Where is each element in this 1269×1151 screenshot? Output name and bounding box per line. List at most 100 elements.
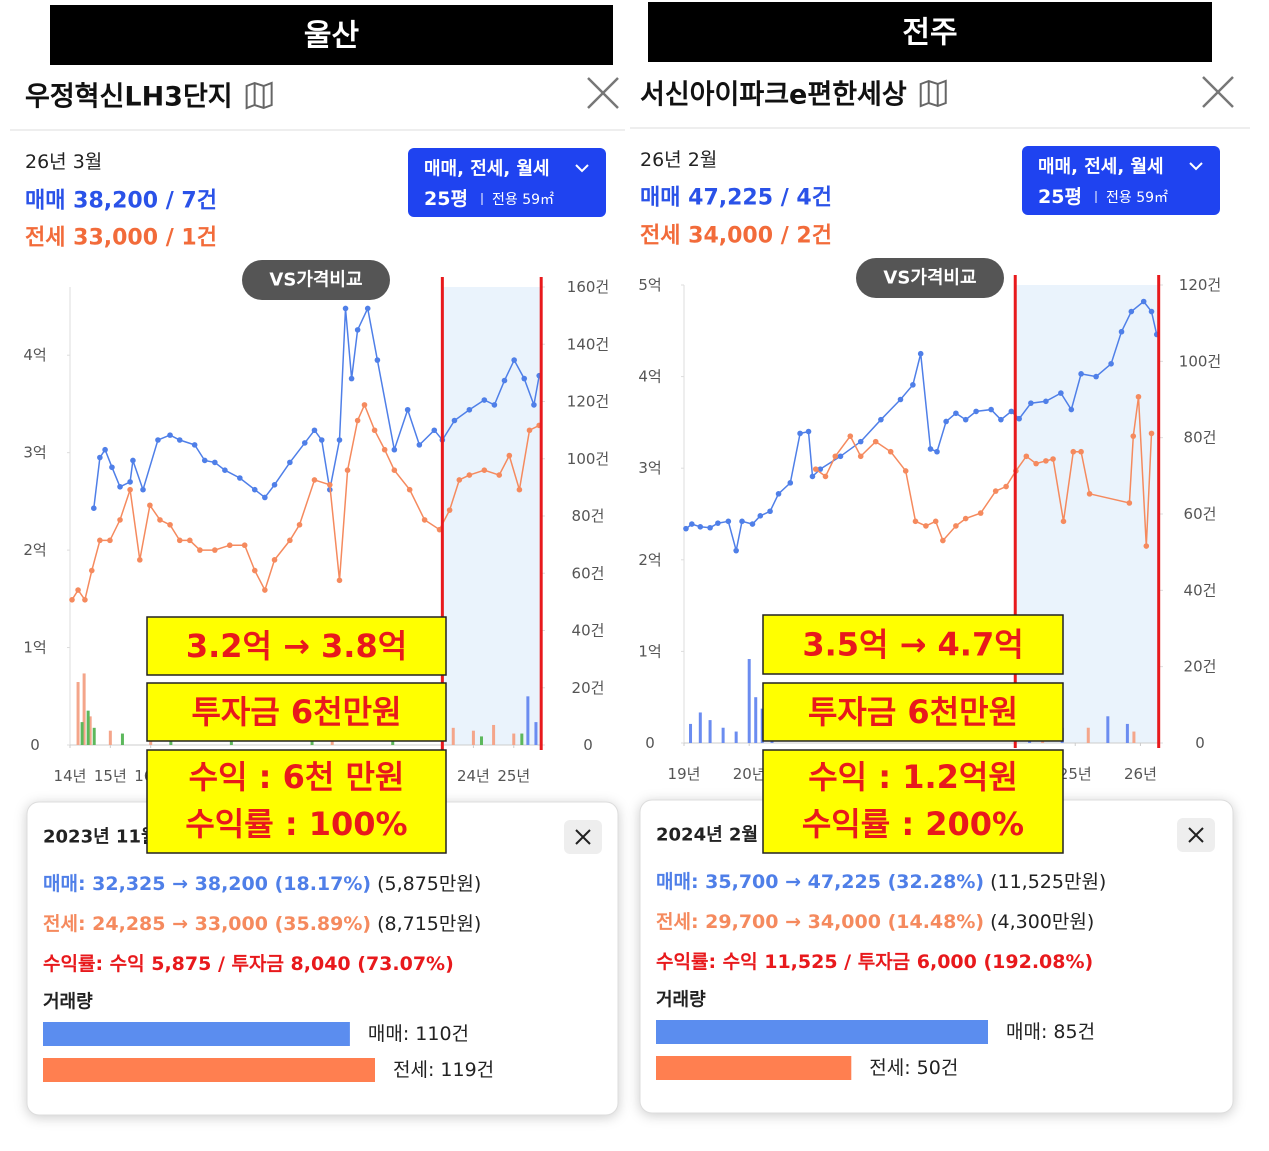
- price-dot: [446, 507, 453, 513]
- price-dot: [91, 505, 97, 512]
- price-dot: [167, 432, 173, 438]
- y2-tick-label: 0: [1195, 734, 1205, 752]
- price-dot: [371, 427, 378, 434]
- price-dot: [176, 537, 183, 544]
- price-dot: [872, 438, 879, 445]
- price-dot: [262, 587, 268, 593]
- price-dot: [506, 452, 513, 459]
- volume-bar: [88, 716, 92, 745]
- popup-volume-bar: [656, 1056, 852, 1080]
- price-dot: [992, 488, 999, 494]
- price-dot: [88, 567, 95, 574]
- popup-close-icon[interactable]: [575, 829, 591, 845]
- y2-tick-label: 100건: [1179, 352, 1221, 370]
- compare-button[interactable]: [856, 258, 1004, 298]
- price-dot: [327, 482, 333, 488]
- annotation-box: [762, 682, 1064, 742]
- price-dot: [809, 473, 816, 480]
- popup-close-icon[interactable]: [1188, 827, 1204, 843]
- volume-bar: [229, 739, 233, 745]
- date-label: 26년 3월: [25, 151, 102, 173]
- filter-button[interactable]: [1022, 146, 1220, 215]
- volume-bar: [1086, 727, 1090, 743]
- price-dot: [287, 459, 293, 466]
- price-dot: [1028, 400, 1034, 406]
- annotation-text: 수익률 : 100%: [185, 805, 407, 843]
- price-dot: [943, 418, 949, 425]
- y2-tick-label: 20건: [1184, 658, 1217, 676]
- y2-tick-label: 40건: [1184, 581, 1217, 599]
- price-dot: [342, 305, 349, 312]
- price-dot: [262, 494, 268, 501]
- price-dot: [416, 442, 423, 448]
- y-tick-label: 1억: [23, 639, 46, 657]
- price-dot: [1068, 406, 1075, 413]
- price-dot: [311, 477, 318, 483]
- annotation-box: [146, 682, 447, 742]
- size-sub-label: 전용 59㎡: [492, 192, 554, 208]
- compare-button[interactable]: [242, 260, 390, 300]
- price-dot: [1060, 518, 1067, 525]
- close-button[interactable]: [1202, 76, 1234, 108]
- close-button[interactable]: [587, 77, 619, 109]
- price-dot: [910, 382, 916, 388]
- price-dot: [157, 517, 163, 523]
- price-dot: [689, 521, 695, 527]
- volume-bar: [1125, 723, 1129, 743]
- price-dot: [197, 547, 203, 553]
- price-dot: [69, 597, 75, 603]
- close-stroke: [587, 77, 619, 109]
- map-icon[interactable]: [245, 81, 273, 110]
- price-dot: [1058, 390, 1064, 396]
- price-dot: [897, 396, 904, 403]
- price-dot: [767, 508, 773, 515]
- price-dot: [1108, 360, 1114, 367]
- apartment-title: 우정혁신LH3단지: [25, 82, 233, 113]
- price-dot: [336, 577, 343, 584]
- price-dot: [212, 459, 218, 466]
- x-tick-label: 15년: [94, 767, 127, 785]
- popup-volume-bar: [43, 1058, 375, 1082]
- price-dot: [374, 357, 381, 363]
- volume-bar: [471, 730, 475, 745]
- volume-bar: [689, 723, 693, 743]
- price-dot: [127, 486, 133, 493]
- dropdown-chevron: [575, 164, 589, 173]
- price-dot: [1086, 491, 1093, 497]
- price-dot: [927, 446, 934, 452]
- price-dot: [902, 468, 909, 474]
- price-dot: [431, 427, 438, 434]
- price-dot: [201, 457, 208, 464]
- price-dot: [1118, 328, 1125, 335]
- price-dot: [354, 417, 361, 424]
- price-dot: [97, 537, 103, 544]
- price-dot: [953, 410, 959, 417]
- price-dot: [336, 437, 343, 443]
- y-tick-label: 1억: [638, 642, 661, 660]
- price-dot: [757, 513, 764, 519]
- price-dot: [1140, 298, 1147, 305]
- volume-bar: [512, 733, 516, 745]
- price-dot: [1033, 460, 1039, 467]
- y-tick-label: 0: [30, 736, 40, 754]
- jeonse-summary: 전세 33,000 / 1건: [25, 226, 217, 251]
- filter-button[interactable]: [408, 148, 606, 217]
- price-dot: [1130, 433, 1137, 439]
- price-dot: [406, 486, 413, 493]
- price-dot: [456, 477, 463, 483]
- price-dot: [1023, 453, 1030, 460]
- popup-volume-label: 매매: 110건: [368, 1023, 469, 1045]
- price-dot: [837, 453, 844, 460]
- popup-diff: (11,525만원): [990, 871, 1106, 893]
- volume-bar: [86, 710, 90, 745]
- price-dot: [832, 453, 839, 460]
- annotation-text: 투자금 6천만원: [191, 693, 401, 731]
- y2-tick-label: 60건: [572, 564, 605, 582]
- price-dot: [962, 515, 969, 522]
- volume-bar: [520, 733, 524, 745]
- region-header: [50, 5, 613, 65]
- map-icon[interactable]: [919, 79, 947, 108]
- price-dot: [749, 521, 756, 527]
- price-dot: [912, 518, 919, 525]
- y-tick-label: 5억: [638, 276, 661, 294]
